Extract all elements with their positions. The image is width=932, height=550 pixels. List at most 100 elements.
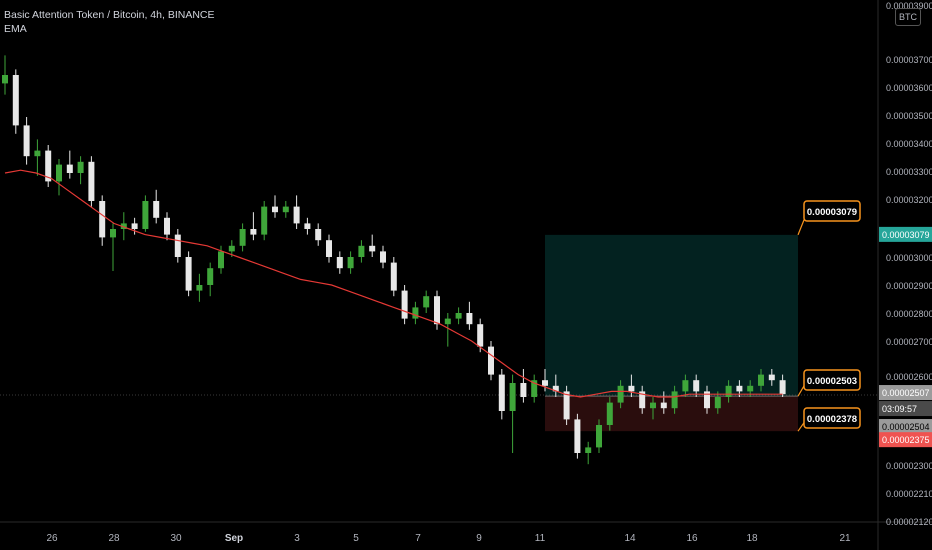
candle-body xyxy=(142,201,149,229)
time-tick-label: 9 xyxy=(476,533,482,544)
candle xyxy=(412,301,419,325)
candle-body xyxy=(488,346,494,375)
stop-callout-box xyxy=(803,407,861,429)
candle xyxy=(617,380,624,409)
profit-zone[interactable] xyxy=(545,234,798,397)
candle-body xyxy=(779,380,786,395)
price-tick-label: 0.00002600 xyxy=(886,372,932,382)
price-tick-label: 0.00002120 xyxy=(886,517,932,527)
entry-callout[interactable]: 0.00002503 xyxy=(797,369,861,397)
candle xyxy=(282,201,289,218)
candle-body xyxy=(174,234,181,257)
candle xyxy=(142,195,149,232)
candle-body xyxy=(736,385,743,392)
candle xyxy=(639,385,646,414)
candle xyxy=(423,290,430,313)
candle-body xyxy=(606,402,613,425)
countdown-badge-text: 03:09:57 xyxy=(882,404,917,414)
candle xyxy=(196,273,203,302)
candle xyxy=(110,223,116,271)
candle xyxy=(444,313,451,347)
candle xyxy=(304,217,311,235)
currency-button[interactable]: BTC xyxy=(895,8,921,26)
candle xyxy=(56,159,62,196)
candle-body xyxy=(347,257,354,269)
loss-zone[interactable] xyxy=(545,396,798,432)
candle-body xyxy=(531,380,538,397)
candle-body xyxy=(401,290,408,319)
time-tick-label: 28 xyxy=(108,533,120,544)
candle xyxy=(779,374,786,397)
candle-body xyxy=(520,383,527,397)
candle xyxy=(704,385,710,414)
candle-body xyxy=(542,380,548,386)
candle xyxy=(369,234,376,257)
candle xyxy=(358,240,365,263)
candle xyxy=(272,195,278,218)
candle-body xyxy=(758,374,764,386)
candle-body xyxy=(444,318,451,325)
candle xyxy=(693,374,700,397)
candle xyxy=(185,251,192,297)
candle-body xyxy=(250,229,257,235)
candle-body xyxy=(99,201,106,238)
target-callout-box xyxy=(803,200,861,222)
stop-callout[interactable]: 0.00002378 xyxy=(797,407,861,432)
candle-body xyxy=(304,223,311,229)
candle xyxy=(682,374,689,397)
candle xyxy=(66,150,73,179)
price-tick-label: 0.00003400 xyxy=(886,139,932,149)
candle xyxy=(326,234,332,263)
candle xyxy=(455,307,462,325)
candle xyxy=(498,369,505,420)
candle xyxy=(768,369,775,386)
stop-price-badge-text: 0.00002375 xyxy=(882,435,930,445)
candle xyxy=(250,212,257,241)
candle-body xyxy=(358,245,365,257)
price-tick-label: 0.00003600 xyxy=(886,83,932,93)
candle-body xyxy=(293,206,300,224)
candle-body xyxy=(131,223,138,229)
candle xyxy=(563,385,570,425)
candle-body xyxy=(23,125,30,157)
candle-body xyxy=(563,391,570,420)
indicator-label[interactable]: EMA xyxy=(4,23,27,35)
time-tick-label: 14 xyxy=(624,533,636,544)
candle xyxy=(34,139,41,176)
symbol-title: Basic Attention Token / Bitcoin, 4h, BIN… xyxy=(4,9,215,21)
candle-body xyxy=(380,251,386,263)
candle xyxy=(77,156,84,185)
candle-body xyxy=(477,324,484,347)
time-axis[interactable]: 26 28 30 Sep 3 5 7 9 11 14 16 18 21 xyxy=(46,533,851,544)
candle-body xyxy=(412,307,419,319)
position-callouts[interactable]: 0.00003079 0.00002503 0.00002378 xyxy=(797,200,861,432)
price-axis[interactable]: 0.00003900 0.00003700 0.00003600 0.00003500… xyxy=(886,1,932,527)
candle xyxy=(574,413,581,459)
candle xyxy=(628,374,635,397)
candle xyxy=(585,441,592,465)
candle xyxy=(99,195,106,246)
candle-body xyxy=(228,245,235,252)
candles xyxy=(2,55,786,465)
candle xyxy=(606,397,613,431)
candle xyxy=(488,341,494,381)
entry-callout-box xyxy=(803,369,861,391)
candle-body xyxy=(120,223,127,229)
candle-body xyxy=(12,75,19,126)
candle-body xyxy=(704,391,710,409)
candle-body xyxy=(714,397,721,409)
candle xyxy=(120,212,127,241)
candle xyxy=(88,156,95,207)
candle xyxy=(336,251,343,274)
candle xyxy=(174,229,181,263)
candle xyxy=(520,369,527,403)
candle-body xyxy=(455,313,462,319)
candle-body xyxy=(326,240,332,257)
candle xyxy=(2,55,8,95)
candle-body xyxy=(272,206,278,213)
candle-body xyxy=(239,229,246,246)
target-callout[interactable]: 0.00003079 xyxy=(797,200,861,236)
time-tick-label: 7 xyxy=(415,533,421,544)
candle-body xyxy=(66,164,73,173)
